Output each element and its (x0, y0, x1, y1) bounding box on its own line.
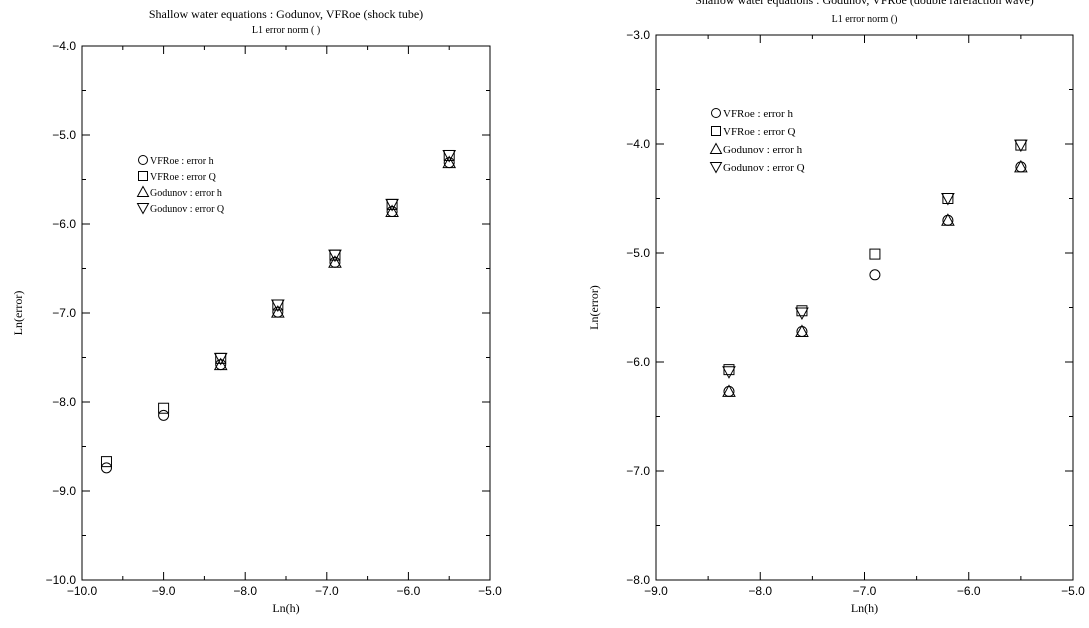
legend-item: VFRoe : error Q (711, 126, 795, 138)
data-point (869, 248, 881, 260)
series-triangle-up (213, 155, 457, 371)
y-tick-label: −3.0 (626, 28, 650, 42)
y-tick-label: −7.0 (626, 464, 650, 478)
legend-label: VFRoe : error Q (723, 126, 795, 138)
data-point (328, 249, 342, 263)
data-point (722, 384, 736, 397)
series-circle (723, 161, 1027, 397)
x-tick-label: −9.0 (152, 584, 176, 598)
x-tick-label: −5.0 (478, 584, 502, 598)
legend: VFRoe : error h VFRoe : error Q Godunov : … (709, 108, 805, 174)
data-point (100, 462, 112, 474)
data-point (869, 269, 881, 281)
legend-item: VFRoe : error h (138, 155, 214, 167)
legend-marker-triangle-down (709, 162, 723, 174)
y-tick-label: −8.0 (52, 395, 76, 409)
y-axis-label: Ln(error) (11, 291, 25, 336)
data-point (941, 193, 955, 206)
legend-label: Godunov : error h (150, 188, 222, 199)
data-point (796, 305, 808, 317)
x-tick-label: −8.0 (748, 584, 772, 598)
data-point (270, 305, 285, 318)
data-point (795, 324, 809, 337)
legend-item: VFRoe : error Q (138, 171, 217, 183)
plot-frame (81, 45, 491, 581)
y-axis-label: Ln(error) (587, 285, 601, 330)
y-tick-label: −4.0 (52, 39, 76, 53)
legend-label: Godunov : error Q (723, 162, 805, 174)
x-tick-label: −8.0 (233, 584, 257, 598)
x-tick-label: −6.0 (957, 584, 981, 598)
series-triangle-up (722, 159, 1028, 397)
legend-label: VFRoe : error h (723, 108, 793, 120)
legend-item: VFRoe : error h (711, 108, 793, 120)
legend-marker-square (138, 171, 148, 181)
data-point (442, 155, 457, 169)
data-point (158, 409, 170, 421)
y-tick-label: −6.0 (626, 355, 650, 369)
data-point (385, 198, 399, 212)
x-axis-label: Ln(h) (851, 601, 878, 615)
chart-title: Shallow water equations : Godunov, VFRoe… (149, 7, 423, 21)
y-tick-label: −10.0 (46, 573, 77, 587)
legend-item: Godunov : error Q (709, 162, 805, 174)
data-point (158, 402, 170, 414)
data-point (385, 204, 399, 218)
legend-marker-circle (138, 155, 148, 165)
data-point (442, 149, 457, 163)
y-tick-label: −8.0 (626, 573, 650, 587)
legend-item: Godunov : error h (136, 185, 222, 199)
x-tick-label: −7.0 (853, 584, 877, 598)
legend-marker-triangle-down (136, 203, 150, 215)
legend-label: VFRoe : error Q (150, 172, 217, 183)
y-tick-label: −4.0 (626, 137, 650, 151)
y-tick-label: −5.0 (626, 246, 650, 260)
data-point (941, 213, 955, 226)
chart-title: Shallow water equations : Godunov, VFRoe… (695, 0, 1034, 7)
series-triangle-down (213, 149, 457, 366)
chart-subtitle: L1 error norm ( ) (252, 25, 320, 36)
legend: VFRoe : error h VFRoe : error Q Godunov : … (136, 155, 225, 215)
legend-label: Godunov : error h (723, 144, 803, 156)
legend-marker-triangle-up (709, 142, 723, 154)
data-point (1014, 139, 1028, 153)
chart-double-rarefaction: Shallow water equations : Godunov, VFRoe… (587, 0, 1085, 615)
data-point (1014, 159, 1028, 173)
series-triangle-down (722, 139, 1028, 379)
legend-label: Godunov : error Q (150, 204, 225, 215)
x-tick-label: −10.0 (67, 584, 98, 598)
chart-subtitle: L1 error norm () (832, 14, 898, 25)
data-point (213, 352, 228, 366)
x-axis-label: Ln(h) (272, 601, 299, 615)
x-tick-label: −9.0 (644, 584, 668, 598)
legend-marker-square (711, 126, 721, 136)
y-tick-label: −6.0 (52, 217, 76, 231)
legend-marker-circle (711, 108, 721, 118)
legend-item: Godunov : error h (709, 142, 803, 156)
data-point (213, 357, 228, 371)
y-tick-label: −5.0 (52, 128, 76, 142)
legend-label: VFRoe : error h (150, 156, 214, 167)
x-tick-label: −7.0 (315, 584, 339, 598)
x-tick-label: −6.0 (397, 584, 421, 598)
data-point (270, 299, 285, 313)
data-point (722, 366, 736, 379)
y-tick-label: −7.0 (52, 306, 76, 320)
series-square (723, 139, 1027, 376)
data-point (328, 255, 342, 268)
data-point (795, 307, 809, 320)
y-tick-label: −9.0 (52, 484, 76, 498)
chart-shock-tube: Shallow water equations : Godunov, VFRoe… (11, 7, 502, 615)
legend-item: Godunov : error Q (136, 203, 225, 215)
legend-marker-triangle-up (136, 185, 150, 197)
data-point (100, 456, 112, 468)
data-point (723, 364, 735, 376)
x-tick-label: −5.0 (1061, 584, 1085, 598)
